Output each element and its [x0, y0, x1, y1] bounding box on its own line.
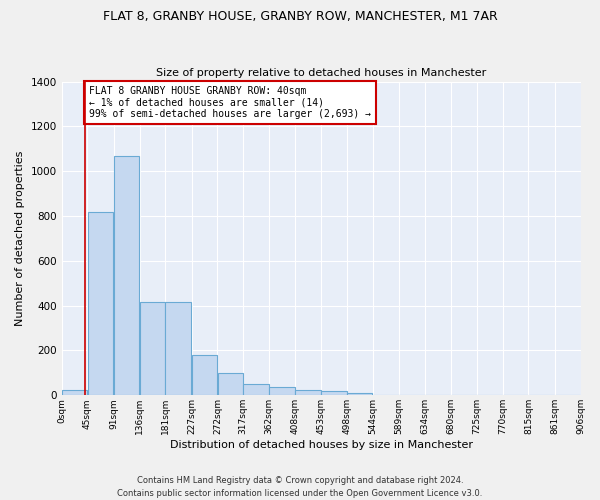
- Bar: [347, 394, 373, 396]
- Bar: [192, 355, 217, 396]
- Bar: [244, 384, 269, 396]
- Bar: [62, 390, 87, 396]
- Bar: [166, 302, 191, 396]
- Text: FLAT 8 GRANBY HOUSE GRANBY ROW: 40sqm
← 1% of detached houses are smaller (14)
9: FLAT 8 GRANBY HOUSE GRANBY ROW: 40sqm ← …: [89, 86, 371, 119]
- Text: FLAT 8, GRANBY HOUSE, GRANBY ROW, MANCHESTER, M1 7AR: FLAT 8, GRANBY HOUSE, GRANBY ROW, MANCHE…: [103, 10, 497, 23]
- Text: Contains HM Land Registry data © Crown copyright and database right 2024.
Contai: Contains HM Land Registry data © Crown c…: [118, 476, 482, 498]
- Y-axis label: Number of detached properties: Number of detached properties: [15, 150, 25, 326]
- Bar: [295, 390, 321, 396]
- Bar: [321, 392, 347, 396]
- X-axis label: Distribution of detached houses by size in Manchester: Distribution of detached houses by size …: [170, 440, 473, 450]
- Bar: [269, 388, 295, 396]
- Bar: [88, 212, 113, 396]
- Bar: [218, 373, 243, 396]
- Bar: [114, 156, 139, 396]
- Bar: [140, 302, 165, 396]
- Title: Size of property relative to detached houses in Manchester: Size of property relative to detached ho…: [156, 68, 486, 78]
